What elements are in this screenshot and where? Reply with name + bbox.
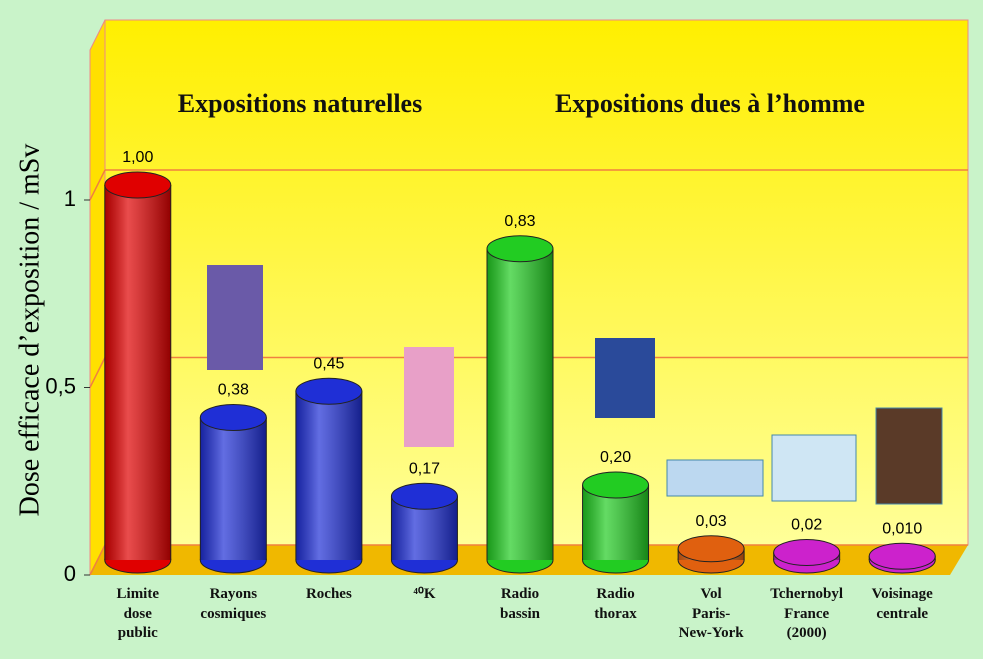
cylinder-top (390, 482, 458, 510)
icon (595, 338, 655, 418)
icon (404, 347, 454, 447)
value-label: 0,20 (600, 449, 631, 466)
cylinder-top (104, 171, 172, 199)
cylinder-top (486, 235, 554, 263)
cylinder-top (582, 471, 650, 499)
cylinder-top (199, 404, 267, 431)
bar-shade (295, 391, 362, 560)
bar-shade (200, 417, 267, 560)
annotation: Expositions dues à l’homme (555, 89, 865, 118)
grid-line (89, 544, 106, 576)
x-tick-label: Radio thorax (594, 586, 637, 622)
value-label: 0,83 (504, 213, 535, 230)
x-tick-label: ⁴⁰K (413, 586, 436, 602)
x-tick-label: Voisinage centrale (871, 586, 933, 622)
value-label: 0,010 (882, 520, 922, 537)
y-tick-label: 0,5 (45, 373, 76, 398)
value-label: 0,38 (218, 382, 249, 399)
icons (207, 265, 943, 505)
value-label: 0,17 (409, 460, 440, 477)
y-tick-label: 0 (64, 561, 76, 586)
bar-shade (104, 185, 171, 560)
icon (875, 407, 943, 505)
y-tick-label: 1 (64, 186, 76, 211)
x-tick-label: Radio bassin (499, 586, 541, 622)
icon (666, 459, 764, 497)
cylinder-top (295, 377, 363, 405)
side-wall (89, 19, 106, 576)
x-tick-label: Rayons cosmiques (200, 586, 267, 622)
cylinder-top (868, 542, 936, 570)
value-label: 1,00 (122, 149, 153, 166)
annotation: Expositions naturelles (178, 89, 422, 118)
grid-line (89, 357, 106, 388)
y-axis-label: Dose efficace d’exposition / mSv (14, 144, 45, 517)
x-tick-label: Tchernobyl France (2000) (770, 586, 844, 641)
icon (207, 265, 263, 370)
x-tick-label: Limite dose public (116, 586, 160, 641)
bar-shade (487, 248, 553, 560)
x-tick-label: Roches (305, 586, 352, 602)
value-label: 0,03 (696, 513, 727, 530)
cylinder-top (677, 535, 745, 563)
x-tick-label: Vol Paris- New-York (678, 586, 744, 641)
cylinder-top (773, 539, 841, 566)
value-label: 0,45 (313, 355, 344, 372)
value-label: 0,02 (791, 517, 822, 534)
grid-line (89, 169, 106, 201)
icon (771, 434, 857, 502)
